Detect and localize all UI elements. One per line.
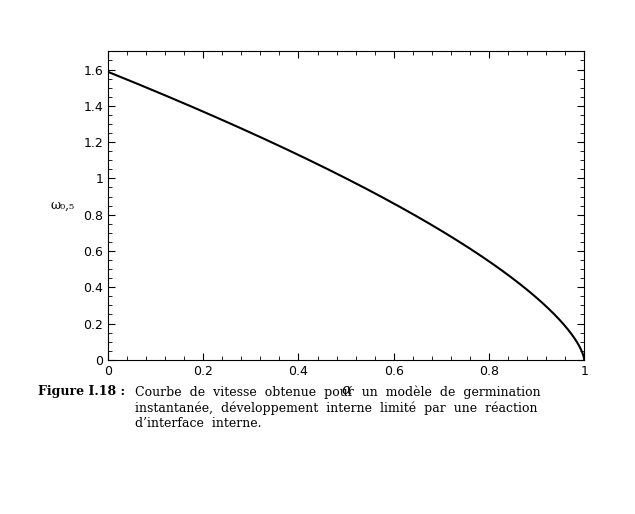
Text: Courbe  de  vitesse  obtenue  pour  un  modèle  de  germination
  instantanée,  : Courbe de vitesse obtenue pour un modèle… bbox=[127, 386, 540, 430]
X-axis label: α: α bbox=[341, 383, 351, 397]
Y-axis label: ω₀,₅: ω₀,₅ bbox=[50, 199, 74, 212]
Text: Figure I.18 :: Figure I.18 : bbox=[38, 386, 125, 398]
